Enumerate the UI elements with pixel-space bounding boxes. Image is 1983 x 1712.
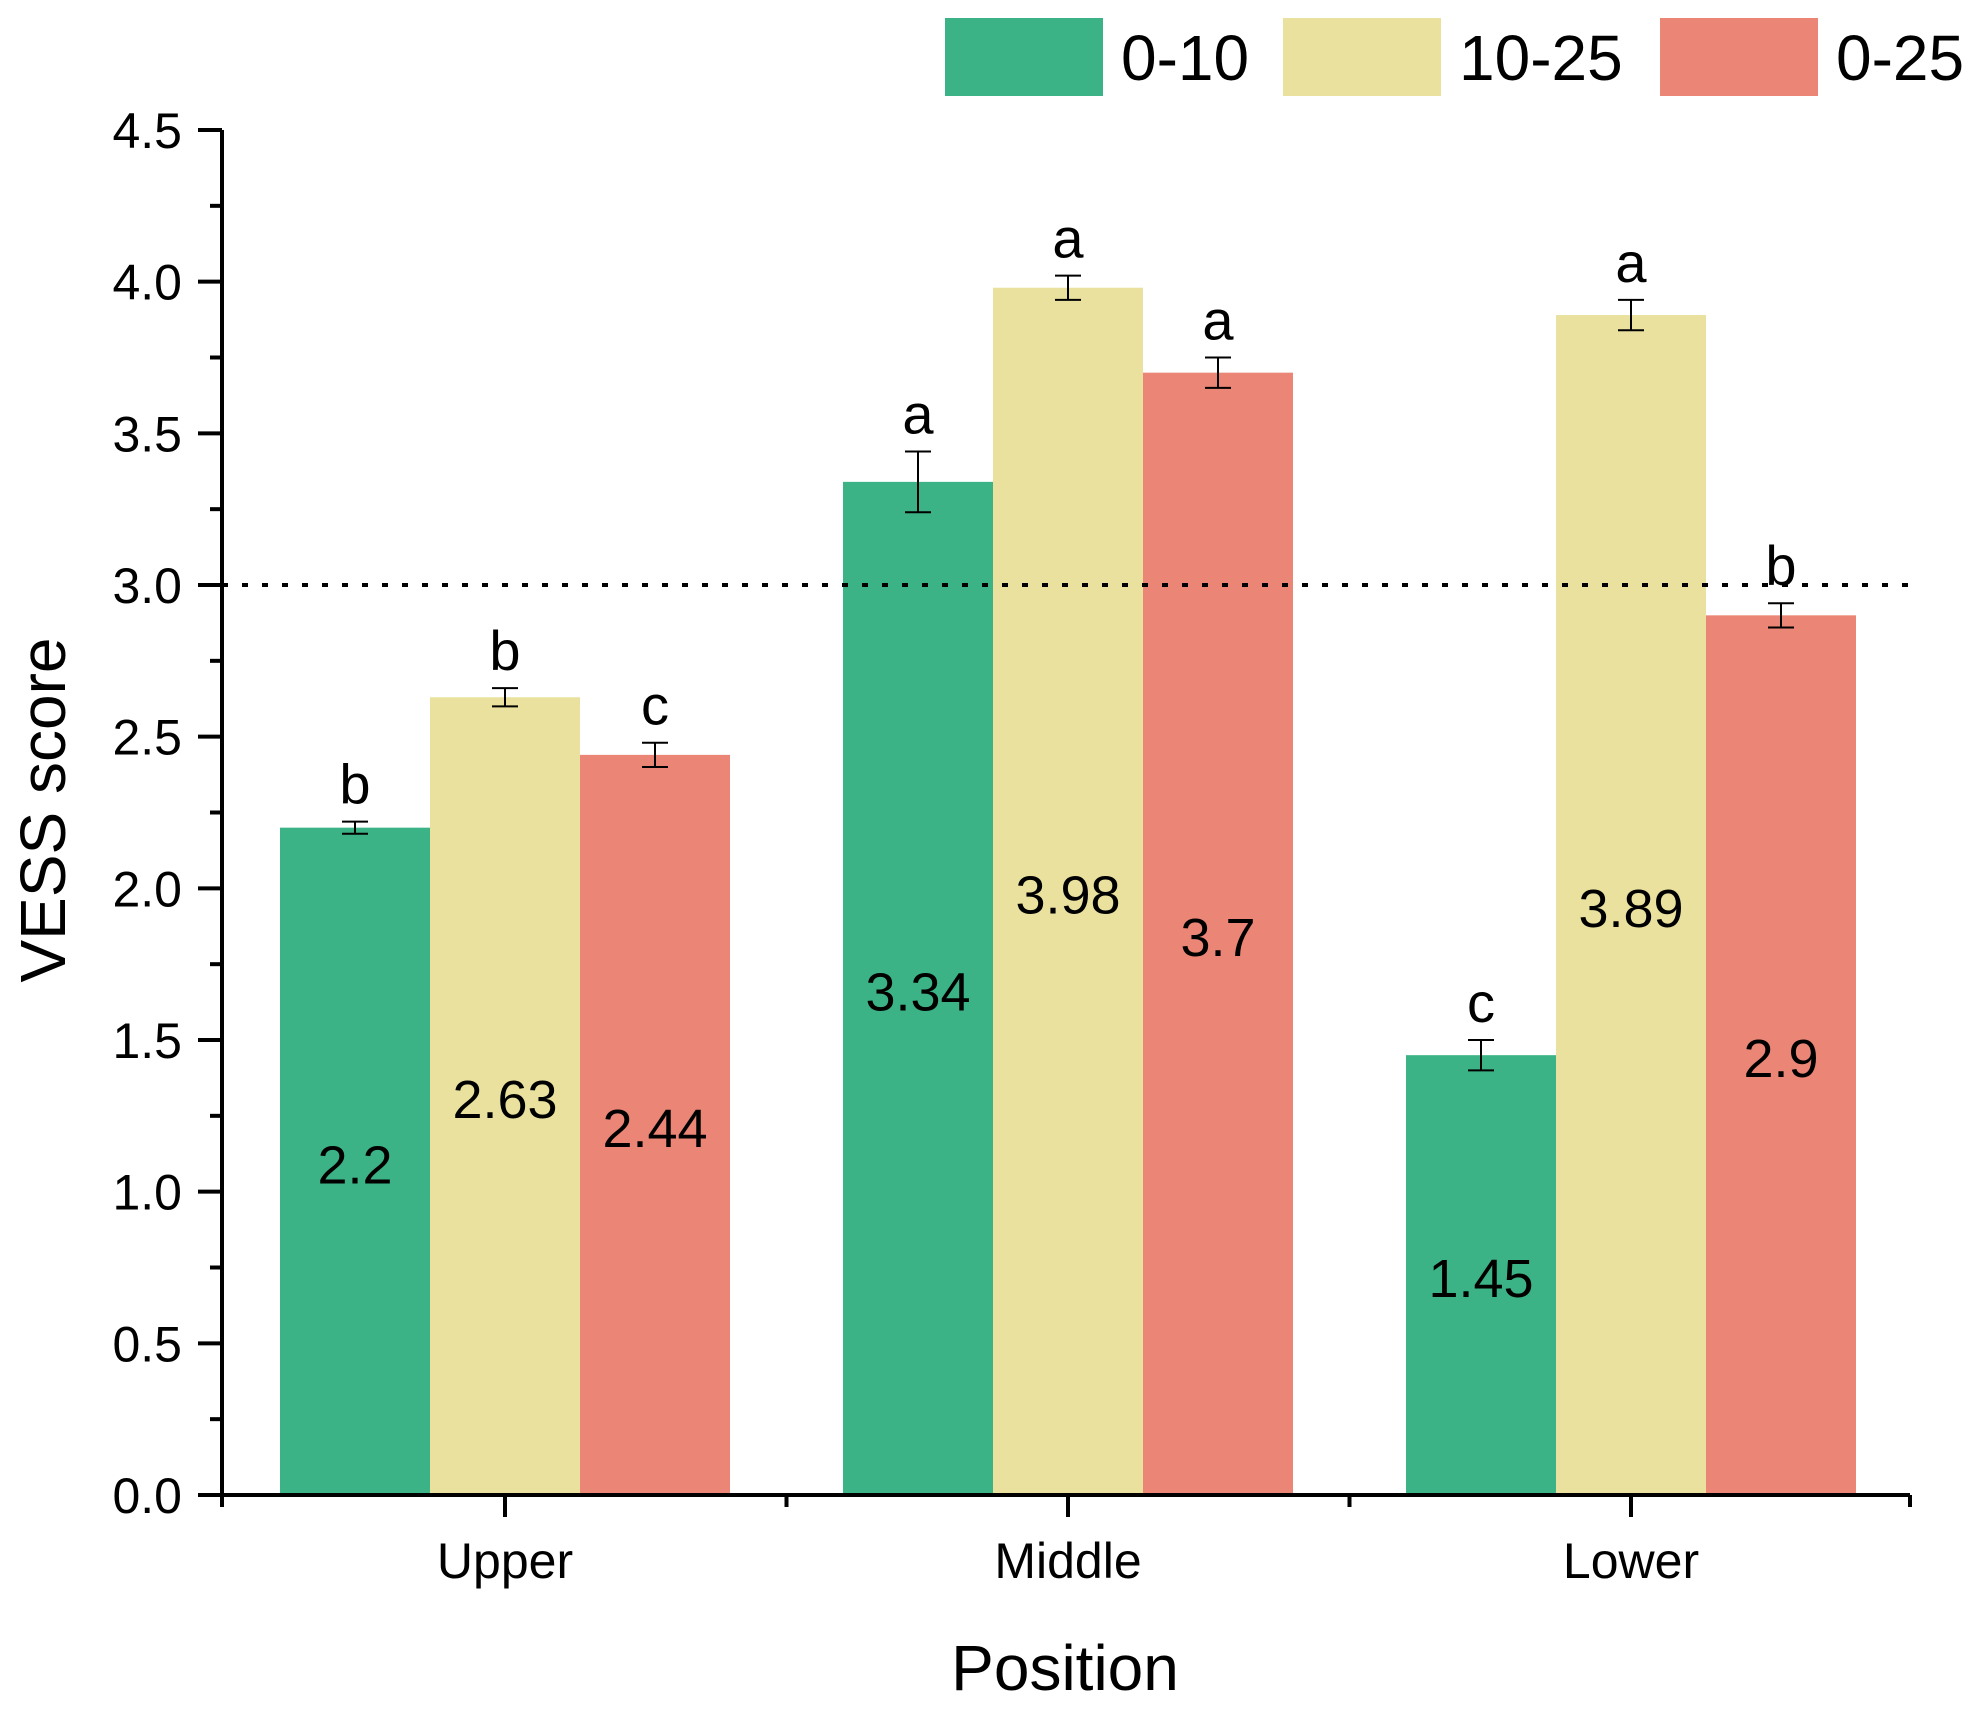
y-tick-label: 3.5 xyxy=(112,406,182,462)
bar-0-25-Upper xyxy=(580,754,730,1495)
significance-letter: a xyxy=(1615,231,1647,294)
significance-letter: c xyxy=(641,674,669,737)
y-axis-title: VESS score xyxy=(7,637,79,982)
legend-swatch xyxy=(1283,18,1441,96)
y-tick-label: 1.5 xyxy=(112,1013,182,1069)
legend-swatch xyxy=(945,18,1103,96)
legend-item-0-10: 0-10 xyxy=(945,18,1249,96)
significance-letter: a xyxy=(1052,207,1084,270)
bar-10-25-Middle xyxy=(993,287,1143,1495)
error-bar-0-25-Middle xyxy=(1205,356,1231,389)
significance-letter: a xyxy=(1202,289,1234,352)
significance-letter: b xyxy=(1765,534,1796,597)
significance-letter: a xyxy=(902,383,934,446)
bar-10-25-Lower xyxy=(1556,315,1706,1495)
value-label: 3.34 xyxy=(865,962,970,1022)
y-tick-label: 4.0 xyxy=(112,255,182,311)
error-bar-0-25-Lower xyxy=(1768,602,1794,629)
legend-item-10-25: 10-25 xyxy=(1283,18,1623,96)
significance-letter: c xyxy=(1467,971,1495,1034)
value-label: 2.44 xyxy=(602,1099,707,1159)
y-tick-label: 2.5 xyxy=(112,710,182,766)
y-tick-label: 4.5 xyxy=(112,103,182,159)
error-bar-0-25-Upper xyxy=(642,741,668,768)
bar-0-10-Lower xyxy=(1406,1055,1556,1495)
bar-10-25-Upper xyxy=(430,697,580,1495)
value-label: 2.9 xyxy=(1743,1029,1818,1089)
bar-0-25-Lower xyxy=(1706,615,1856,1495)
x-tick-label: Upper xyxy=(437,1533,573,1589)
value-label: 2.2 xyxy=(317,1135,392,1195)
legend-label: 0-25 xyxy=(1836,22,1964,94)
value-label: 3.7 xyxy=(1180,908,1255,968)
error-bar-10-25-Upper xyxy=(492,687,518,708)
bar-0-25-Middle xyxy=(1143,372,1293,1496)
bar-0-10-Middle xyxy=(843,481,993,1495)
significance-letter: b xyxy=(339,753,370,816)
x-axis-title: Position xyxy=(951,1632,1179,1704)
x-tick-label: Lower xyxy=(1563,1533,1699,1589)
error-bar-0-10-Upper xyxy=(342,820,368,835)
legend-item-0-25: 0-25 xyxy=(1660,18,1964,96)
legend-swatch xyxy=(1660,18,1818,96)
error-bar-0-10-Lower xyxy=(1468,1039,1494,1072)
y-tick-label: 2.0 xyxy=(112,861,182,917)
significance-letter: b xyxy=(489,619,520,682)
legend-label: 10-25 xyxy=(1459,22,1623,94)
legend-label: 0-10 xyxy=(1121,22,1249,94)
error-bar-10-25-Middle xyxy=(1055,274,1081,301)
y-tick-label: 1.0 xyxy=(112,1165,182,1221)
value-label: 3.89 xyxy=(1578,879,1683,939)
value-label: 3.98 xyxy=(1015,865,1120,925)
y-tick-label: 0.0 xyxy=(112,1468,182,1524)
value-label: 1.45 xyxy=(1428,1249,1533,1309)
x-tick-label: Middle xyxy=(994,1533,1141,1589)
error-bar-0-10-Middle xyxy=(905,450,931,514)
y-tick-label: 3.0 xyxy=(112,558,182,614)
error-bar-10-25-Lower xyxy=(1618,298,1644,332)
bar-0-10-Upper xyxy=(280,827,430,1495)
value-label: 2.63 xyxy=(452,1070,557,1130)
y-tick-label: 0.5 xyxy=(112,1316,182,1372)
